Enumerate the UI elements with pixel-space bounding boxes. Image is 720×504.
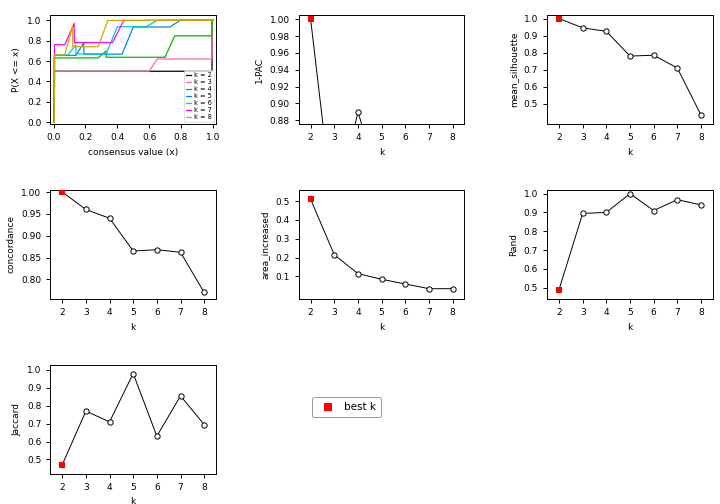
Y-axis label: Rand: Rand xyxy=(509,233,518,256)
X-axis label: k: k xyxy=(379,148,384,157)
Y-axis label: concordance: concordance xyxy=(6,215,16,274)
X-axis label: k: k xyxy=(379,323,384,332)
Y-axis label: 1-PAC: 1-PAC xyxy=(255,57,264,83)
Legend: k = 2, k = 3, k = 4, k = 5, k = 6, k = 7, k = 8: k = 2, k = 3, k = 4, k = 5, k = 6, k = 7… xyxy=(184,71,214,122)
X-axis label: k: k xyxy=(627,323,633,332)
X-axis label: k: k xyxy=(130,497,136,504)
X-axis label: consensus value (x): consensus value (x) xyxy=(88,148,179,157)
Y-axis label: Jaccard: Jaccard xyxy=(12,403,22,435)
X-axis label: k: k xyxy=(130,323,136,332)
Y-axis label: area_increased: area_increased xyxy=(261,210,270,279)
Y-axis label: P(X <= x): P(X <= x) xyxy=(12,47,22,92)
Y-axis label: mean_silhouette: mean_silhouette xyxy=(509,32,518,107)
X-axis label: k: k xyxy=(627,148,633,157)
Legend: best k: best k xyxy=(312,397,381,417)
